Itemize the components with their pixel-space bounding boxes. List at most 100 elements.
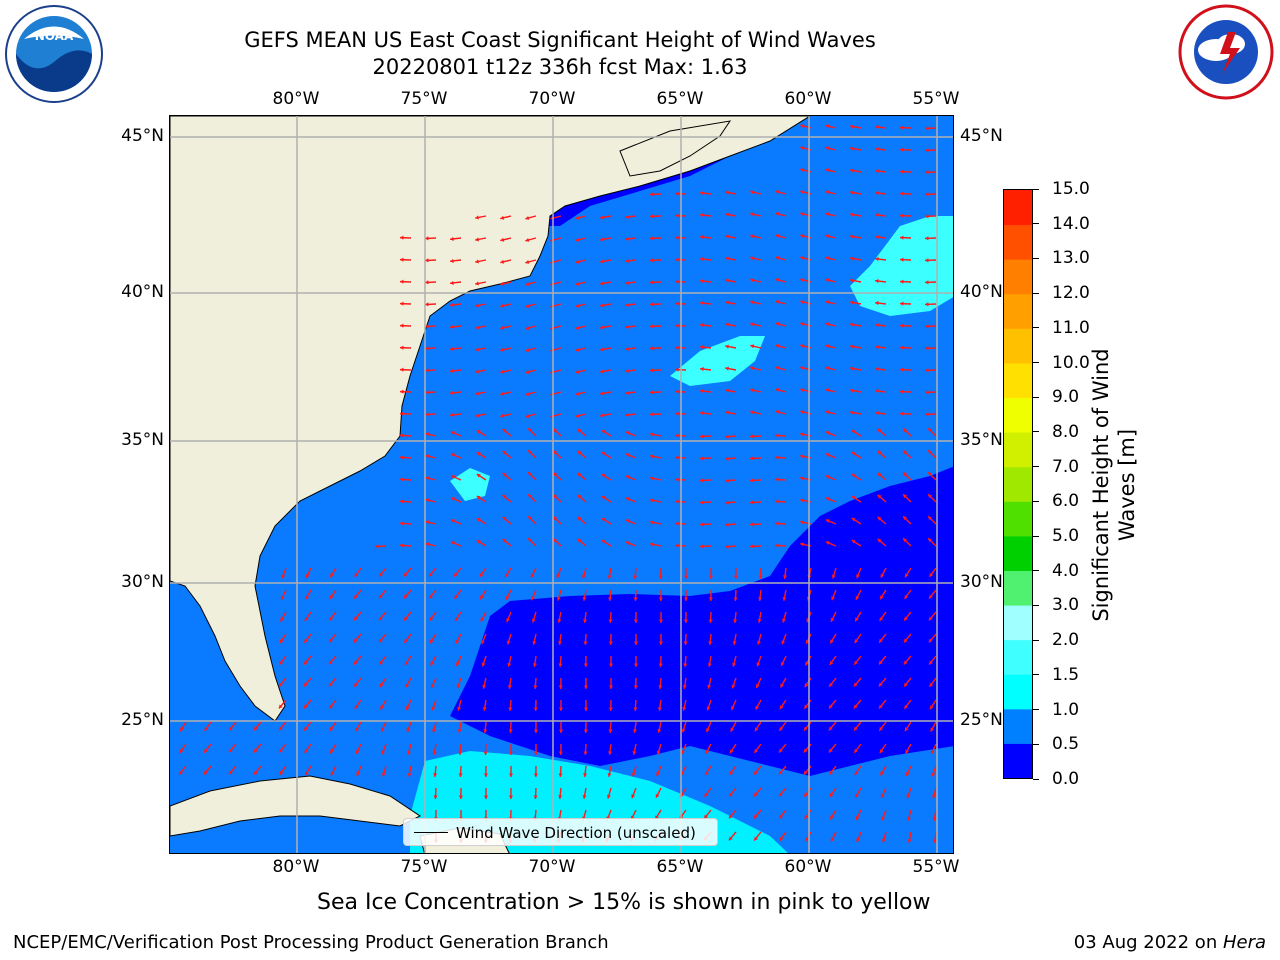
wave-direction-arrowhead	[900, 323, 904, 328]
noaa-logo-text: NOAA	[35, 29, 74, 43]
wave-direction-arrowhead	[528, 428, 533, 433]
wave-direction-arrowhead	[754, 836, 758, 841]
wave-direction-arrowhead	[906, 794, 911, 799]
wave-direction-arrowhead	[631, 794, 636, 799]
wave-direction-arrowhead	[755, 684, 760, 688]
wave-direction-arrowhead	[903, 538, 908, 543]
wave-direction-arrowhead	[775, 433, 779, 438]
wave-direction-arrowhead	[354, 682, 359, 687]
wave-direction-arrowhead	[750, 300, 755, 305]
wave-direction-arrowhead	[658, 685, 663, 689]
wave-direction-arrowhead	[425, 302, 429, 307]
wave-direction-arrowhead	[450, 324, 454, 329]
colorbar-swatch	[1004, 259, 1032, 295]
wave-direction-arrowhead	[450, 431, 455, 435]
lon-label-bottom: 80°W	[272, 857, 320, 877]
wave-direction-arrowhead	[600, 281, 604, 286]
wave-direction-arrowhead	[851, 518, 856, 522]
wave-direction-arrowhead	[825, 168, 830, 173]
wave-direction-arrowhead	[506, 640, 511, 645]
wave-direction-arrowhead	[305, 573, 310, 578]
wave-direction-arrowhead	[875, 411, 879, 416]
wave-direction-arrowhead	[779, 726, 784, 731]
wave-direction-arrowhead	[329, 595, 334, 600]
wave-direction-arrowhead	[925, 126, 929, 131]
wave-direction-arrowhead	[425, 498, 430, 503]
wave-direction-arrowhead	[925, 412, 929, 417]
wave-direction-arrowhead	[500, 303, 505, 308]
chart-title: GEFS MEAN US East Coast Significant Heig…	[244, 28, 876, 52]
wave-direction-arrowhead	[483, 751, 488, 755]
wave-direction-arrowhead	[403, 594, 408, 599]
wave-direction-arrowhead	[829, 770, 834, 775]
wave-direction-arrowhead	[650, 368, 654, 373]
colorbar-tick-label: 5.0	[1052, 526, 1080, 547]
wave-direction-arrowhead	[625, 431, 630, 436]
wave-direction-arrowhead	[204, 726, 209, 731]
wave-direction-arrowhead	[281, 574, 286, 579]
wave-direction-arrowhead	[825, 366, 830, 371]
wave-direction-arrowhead	[851, 540, 856, 544]
wave-direction-arrowhead	[803, 748, 808, 753]
wave-direction-arrowhead	[706, 728, 710, 733]
legend-line-swatch	[414, 832, 448, 833]
wave-direction-arrowhead	[330, 573, 334, 578]
wave-direction-arrowhead	[800, 190, 805, 195]
wave-direction-arrowhead	[633, 575, 638, 579]
wave-direction-arrowhead	[903, 660, 908, 665]
wave-direction-arrowhead	[455, 639, 460, 644]
wave-direction-arrowhead	[775, 388, 780, 393]
wave-direction-arrowhead	[500, 281, 505, 286]
wave-direction-arrowhead	[506, 618, 511, 623]
colorbar-tick-mark	[1033, 396, 1039, 398]
wave-direction-arrowhead	[304, 638, 309, 643]
wave-direction-arrowhead	[425, 520, 430, 525]
wave-direction-arrowhead	[475, 237, 479, 242]
wave-direction-arrowhead	[829, 661, 834, 666]
wave-direction-arrowhead	[278, 704, 283, 709]
wave-direction-arrowhead	[502, 472, 507, 477]
wave-direction-arrowhead	[601, 518, 606, 522]
wave-direction-arrowhead	[880, 793, 885, 798]
wave-direction-arrowhead	[750, 366, 755, 371]
wave-direction-arrowhead	[700, 279, 704, 284]
wave-direction-arrowhead	[828, 726, 833, 731]
wave-direction-arrowhead	[779, 748, 783, 753]
wave-direction-arrowhead	[750, 388, 755, 393]
colorbar-swatch	[1004, 639, 1032, 675]
wave-direction-arrowhead	[880, 771, 884, 776]
wave-direction-arrowhead	[532, 663, 537, 667]
wave-direction-arrowhead	[805, 837, 809, 842]
wave-direction-arrowhead	[725, 478, 729, 483]
wave-direction-arrowhead	[925, 368, 929, 373]
wave-direction-arrowhead	[754, 770, 758, 775]
wave-direction-arrowhead	[254, 770, 258, 775]
wave-direction-arrowhead	[800, 344, 805, 349]
wave-direction-arrowhead	[476, 429, 481, 434]
wave-direction-arrowhead	[633, 597, 638, 601]
wave-direction-arrowhead	[877, 516, 882, 521]
wave-direction-arrowhead	[875, 235, 879, 240]
lat-label-right: 45°N	[960, 126, 1003, 146]
wave-direction-arrowhead	[378, 594, 383, 599]
wave-direction-arrowhead	[425, 454, 430, 459]
wave-direction-arrowhead	[475, 259, 479, 264]
wave-direction-arrowhead	[725, 522, 729, 527]
wave-direction-arrowhead	[930, 705, 934, 710]
wave-direction-arrowhead	[553, 538, 558, 543]
colorbar-swatch	[1004, 570, 1032, 606]
wave-direction-arrowhead	[855, 617, 859, 622]
wave-direction-arrowhead	[502, 428, 507, 433]
wave-direction-arrowhead	[900, 191, 904, 196]
wave-direction-arrowhead	[878, 660, 883, 665]
wave-direction-arrowhead	[707, 684, 712, 689]
wave-direction-arrowhead	[228, 770, 233, 775]
wave-direction-arrowhead	[650, 280, 654, 285]
wave-direction-arrowhead	[329, 682, 333, 687]
wave-direction-arrowhead	[633, 619, 638, 623]
wave-direction-arrowhead	[378, 616, 383, 621]
wave-direction-arrowhead	[900, 169, 904, 174]
wave-direction-arrowhead	[875, 389, 879, 394]
wave-direction-arrowhead	[575, 215, 580, 220]
wave-direction-arrowhead	[850, 234, 854, 239]
